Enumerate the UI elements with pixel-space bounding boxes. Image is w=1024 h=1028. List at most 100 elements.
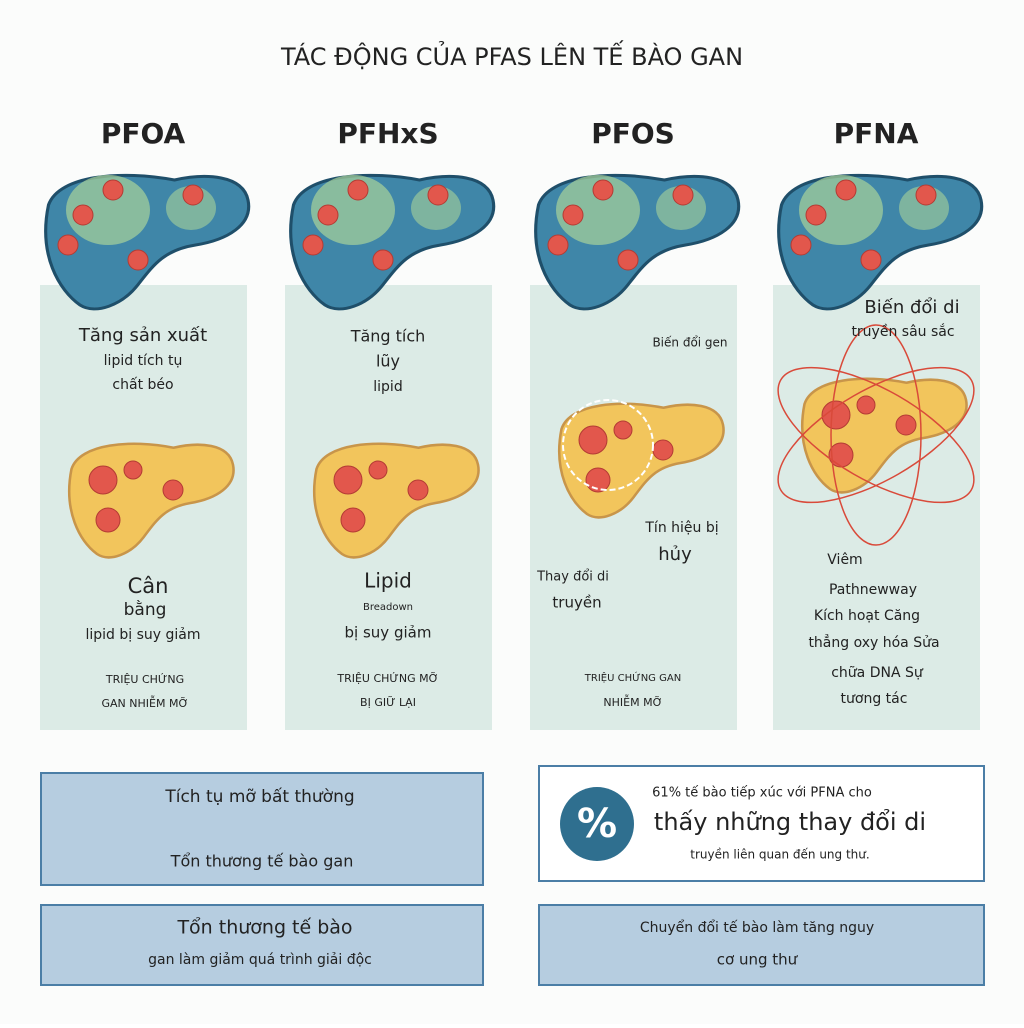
lobe	[556, 175, 640, 245]
column-text: Thay đổi di	[536, 570, 609, 585]
orbit	[830, 324, 922, 546]
cell-spot	[57, 234, 79, 256]
panel	[773, 285, 980, 730]
box-text: cơ ung thư	[717, 951, 799, 969]
lobe	[899, 186, 949, 230]
cell-spot	[427, 184, 449, 206]
fat-spot	[585, 467, 611, 493]
box	[40, 772, 484, 886]
fat-spot	[123, 460, 143, 480]
stat-text: thấy những thay đổi di	[654, 808, 926, 836]
column-text: lipid bị suy giảm	[85, 627, 200, 643]
box-text: Chuyển đổi tế bào làm tăng nguy	[640, 919, 874, 936]
cell-spot	[182, 184, 204, 206]
stat-text: truyền liên quan đến ung thư.	[690, 848, 869, 862]
cell-spot	[127, 249, 149, 271]
cell-spot	[547, 234, 569, 256]
cell-spot	[617, 249, 639, 271]
fat-spot	[856, 395, 876, 415]
lobe	[311, 175, 395, 245]
page-title: TÁC ĐỘNG CỦA PFAS LÊN TẾ BÀO GAN	[280, 39, 743, 71]
cell-spot	[562, 204, 584, 226]
cell-spot	[302, 234, 324, 256]
column-text: NHIỄM MỠ	[603, 694, 662, 709]
orbit	[777, 366, 975, 504]
column-text: chất béo	[112, 377, 173, 393]
cell-spot	[860, 249, 882, 271]
fat-spot	[368, 460, 388, 480]
column-text: TRIỆU CHỨNG GAN	[584, 671, 681, 684]
column-text: hủy	[658, 544, 692, 565]
cell-spot	[835, 179, 857, 201]
column-text: TRIỆU CHỨNG MỠ	[336, 672, 438, 685]
box-text: Tổn thương tế bào	[176, 917, 352, 939]
box-text: gan làm giảm quá trình giải độc	[148, 952, 372, 968]
fat-spot	[895, 414, 917, 436]
fat-spot	[613, 420, 633, 440]
cell-spot	[915, 184, 937, 206]
column-text: Cân	[128, 574, 169, 598]
orbit	[777, 366, 975, 504]
fat-spot	[652, 439, 674, 461]
column-text: Kích hoạt Căng	[814, 608, 920, 624]
cell-spot	[805, 204, 827, 226]
fat-spot	[407, 479, 429, 501]
box-text: Tích tụ mỡ bất thường	[164, 786, 354, 807]
column-text: thẳng oxy hóa Sửa	[808, 634, 939, 651]
column-text: chữa DNA Sự	[831, 665, 924, 681]
column-name: PFOA	[101, 117, 186, 150]
cell-spot	[347, 179, 369, 201]
column-name: PFHxS	[337, 117, 438, 150]
column-text: Tín hiệu bị	[644, 520, 718, 536]
column-text: bằng	[124, 599, 167, 620]
lobe	[166, 186, 216, 230]
column-text: TRIỆU CHỨNG	[105, 673, 184, 686]
column-text: Tăng sản xuất	[78, 325, 207, 346]
cell-spot	[72, 204, 94, 226]
column-text: GAN NHIỄM MỠ	[102, 695, 189, 710]
column-name: PFNA	[834, 117, 919, 150]
column-text: lũy	[376, 352, 400, 371]
cell-spot	[102, 179, 124, 201]
box	[538, 904, 985, 986]
column-text: Viêm	[827, 552, 862, 568]
column-name: PFOS	[591, 117, 675, 150]
box-text: Tổn thương tế bào gan	[170, 852, 354, 871]
column-text: BỊ GIỮ LẠI	[360, 696, 416, 709]
column-text: Breadown	[363, 602, 413, 613]
fat-spot	[821, 400, 851, 430]
fat-spot	[88, 465, 118, 495]
column-text: truyền sâu sắc	[851, 323, 954, 340]
stat-text: 61% tế bào tiếp xúc với PFNA cho	[652, 786, 872, 801]
lobe	[411, 186, 461, 230]
cell-spot	[372, 249, 394, 271]
column-text: Biến đổi gen	[652, 336, 727, 350]
fat-spot	[162, 479, 184, 501]
gene-tangle	[562, 399, 654, 491]
column-text: Pathnewway	[829, 582, 917, 598]
column-text: Tăng tích	[350, 327, 426, 346]
cell-spot	[790, 234, 812, 256]
column-text: bị suy giảm	[345, 624, 432, 642]
cell-spot	[672, 184, 694, 206]
cell-spot	[592, 179, 614, 201]
column-text: truyền	[552, 594, 601, 612]
fat-spot	[95, 507, 121, 533]
fat-spot	[578, 425, 608, 455]
column-text: tương tác	[841, 691, 908, 707]
cell-spot	[317, 204, 339, 226]
column-text: lipid	[373, 379, 402, 395]
panel	[530, 285, 737, 730]
stat-icon-circle	[560, 787, 634, 861]
lobe	[66, 175, 150, 245]
column-text: Biến đổi di	[864, 297, 959, 318]
column-text: Lipid	[364, 569, 412, 593]
columns: PFOA Tăng sản xuất lipid tích tụ chất béo Câ…	[40, 117, 984, 730]
fat-spot	[340, 507, 366, 533]
column-text: lipid tích tụ	[104, 353, 183, 369]
lobe	[656, 186, 706, 230]
stat-icon: %	[577, 801, 617, 847]
lobe	[799, 175, 883, 245]
box	[40, 904, 484, 986]
